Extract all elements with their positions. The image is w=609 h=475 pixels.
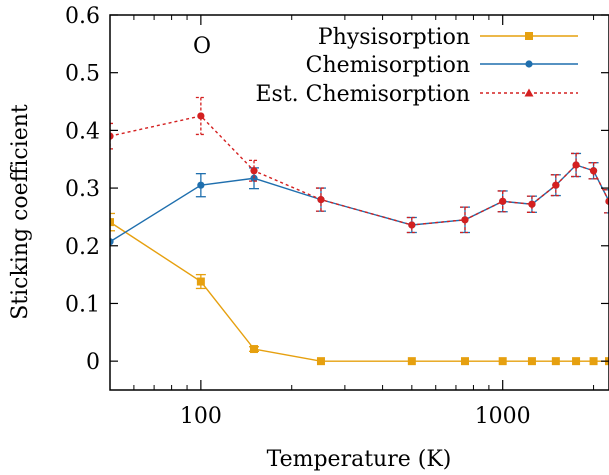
legend-entry: Physisorption — [318, 25, 578, 50]
data-point — [317, 196, 325, 204]
legend-marker — [524, 88, 534, 97]
legend-entry: Chemisorption — [306, 53, 578, 78]
series-physisorption — [110, 212, 609, 366]
data-point — [528, 200, 536, 208]
legend-label: Est. Chemisorption — [255, 82, 470, 107]
plot-frame — [109, 14, 609, 391]
data-point — [110, 238, 114, 246]
data-point — [250, 345, 259, 354]
series-est-chemisorption — [110, 96, 609, 234]
chart-axes: 0 0.1 0.2 0.3 0.4 0.5 0.6 100 1000 — [65, 4, 609, 429]
data-point — [498, 357, 507, 366]
data-point — [552, 181, 560, 189]
data-point — [589, 357, 598, 366]
legend-label: Chemisorption — [306, 53, 470, 78]
data-point — [499, 197, 507, 205]
data-point — [110, 132, 114, 140]
series-line — [110, 115, 609, 226]
x-tick-label: 1000 — [475, 404, 531, 429]
legend-marker — [525, 60, 533, 68]
x-tick-label: 100 — [180, 404, 222, 429]
y-tick-label: 0.2 — [65, 235, 100, 260]
chart-marks — [110, 96, 609, 366]
data-point — [408, 221, 416, 229]
x-axis-label: Temperature (K) — [267, 447, 452, 472]
data-point — [551, 357, 560, 366]
series-line — [110, 221, 609, 362]
y-tick-label: 0.1 — [65, 292, 100, 317]
legend-marker — [525, 32, 533, 40]
data-point — [527, 357, 536, 366]
y-tick-label: 0 — [86, 350, 100, 375]
series-chemisorption — [110, 152, 609, 246]
y-tick-label: 0.6 — [65, 4, 100, 29]
data-point — [407, 357, 416, 366]
legend-label: Physisorption — [318, 25, 470, 50]
data-point — [196, 277, 205, 286]
y-tick-label: 0.4 — [65, 119, 100, 144]
data-point — [461, 216, 469, 224]
y-axis-label: Sticking coefficient — [8, 104, 33, 320]
data-point — [197, 181, 205, 189]
data-point — [605, 197, 609, 205]
data-point — [460, 357, 469, 366]
data-point — [197, 112, 205, 120]
data-point — [110, 218, 114, 227]
data-point — [316, 357, 325, 366]
legend: Physisorption Chemisorption Est. Chemisorp… — [255, 25, 578, 107]
panel-label: O — [193, 34, 211, 59]
y-tick-label: 0.5 — [65, 62, 100, 87]
data-point — [250, 167, 258, 175]
data-point — [589, 167, 598, 175]
legend-entry: Est. Chemisorption — [255, 82, 578, 107]
y-tick-label: 0.3 — [65, 177, 100, 202]
data-point — [572, 161, 580, 169]
data-point — [572, 357, 581, 366]
